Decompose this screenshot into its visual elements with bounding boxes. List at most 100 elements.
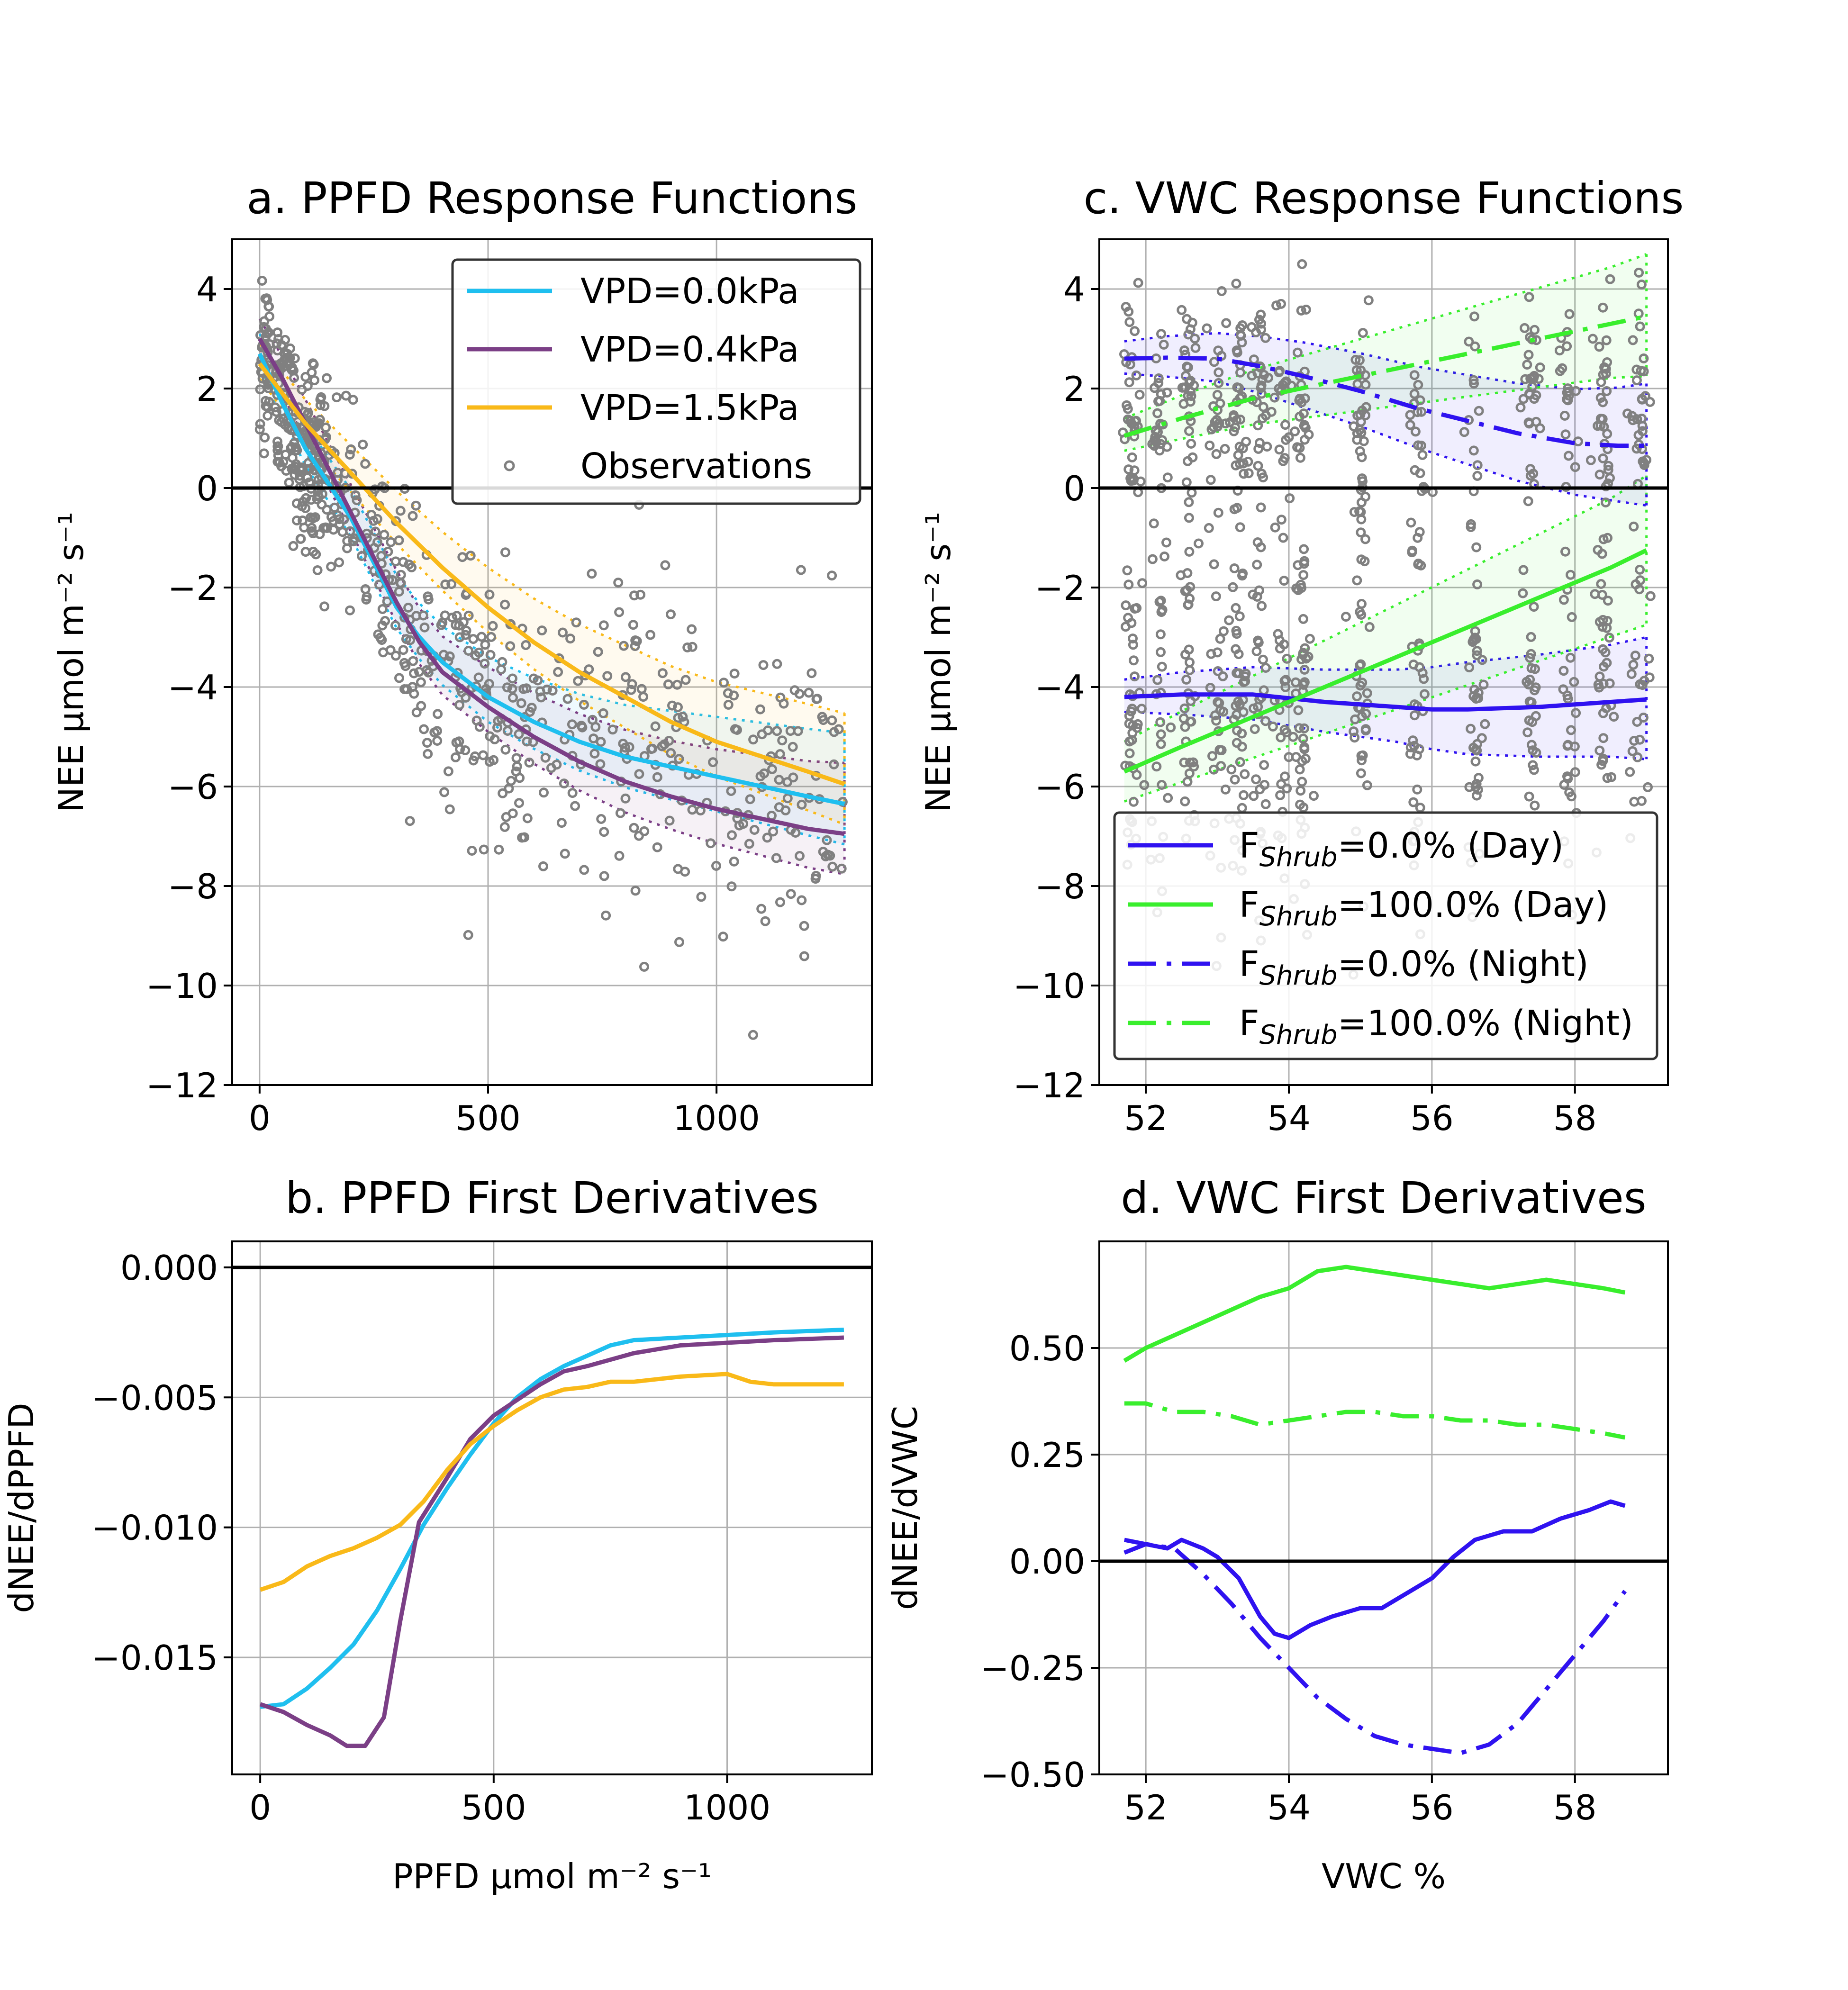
- y-tick-label: 0.000: [120, 1248, 218, 1288]
- observation-point: [468, 634, 479, 644]
- observation-point: [321, 422, 331, 433]
- observation-point: [1237, 803, 1247, 813]
- series-line-b-0: [260, 1328, 844, 1709]
- observation-point: [558, 627, 568, 638]
- observation-point: [259, 322, 269, 332]
- observation-point: [1188, 757, 1198, 768]
- observation-point: [1260, 333, 1271, 343]
- observation-point: [1405, 420, 1415, 430]
- observation-point: [484, 678, 494, 689]
- observation-point: [302, 472, 313, 483]
- series-line-d-1: [1124, 1401, 1626, 1440]
- observation-point: [1234, 442, 1245, 452]
- observation-point: [1296, 305, 1306, 316]
- observation-point: [451, 752, 461, 762]
- legend-swatch: [504, 460, 515, 471]
- observation-point: [1602, 658, 1612, 668]
- legend-prefix: F: [1239, 1003, 1259, 1044]
- observation-point: [468, 755, 479, 766]
- observation-point: [298, 516, 308, 525]
- observation-point: [1363, 295, 1374, 306]
- observation-point: [372, 514, 382, 524]
- observation-point: [829, 727, 839, 737]
- legend-subscript: Shrub: [1259, 960, 1338, 991]
- observation-point: [1299, 559, 1309, 569]
- observation-point: [711, 860, 721, 871]
- observation-point: [1563, 451, 1574, 461]
- observation-point: [1220, 443, 1230, 454]
- observation-point: [455, 744, 465, 754]
- observation-point: [263, 410, 273, 421]
- observation-point: [1528, 745, 1538, 756]
- band-upper-c-2: [1124, 332, 1647, 390]
- observation-point: [1524, 292, 1534, 302]
- observation-point: [505, 619, 516, 630]
- observation-point: [432, 736, 443, 746]
- y-tick-label: −10: [1013, 966, 1085, 1006]
- observation-point: [726, 786, 736, 796]
- observation-point: [386, 537, 396, 547]
- observation-point: [346, 444, 356, 454]
- observation-point: [1471, 790, 1482, 801]
- observation-point: [1468, 375, 1479, 385]
- observation-point: [319, 601, 330, 612]
- observation-point: [342, 536, 353, 546]
- observation-point: [1603, 461, 1613, 471]
- observation-point: [1414, 662, 1425, 672]
- observation-point: [1528, 469, 1539, 479]
- observation-point: [536, 692, 546, 703]
- observation-point: [1183, 599, 1194, 610]
- observation-point: [1627, 746, 1638, 756]
- y-tick-label: −4: [168, 668, 218, 707]
- observation-point: [1297, 777, 1307, 787]
- observation-point: [1157, 605, 1168, 615]
- observation-point: [1631, 375, 1642, 386]
- observation-point: [726, 881, 737, 892]
- band-lower-c-1: [1124, 624, 1647, 803]
- observation-point: [257, 276, 267, 286]
- observation-point: [634, 831, 644, 841]
- observation-point: [1132, 723, 1142, 733]
- observation-point: [1202, 323, 1212, 334]
- observation-point: [314, 418, 324, 428]
- legend-label: VPD=0.4kPa: [580, 329, 799, 370]
- observation-point: [1178, 398, 1189, 409]
- observation-point: [1184, 644, 1194, 655]
- observation-point: [378, 647, 389, 658]
- x-tick-label: 58: [1553, 1098, 1597, 1138]
- observation-point: [1270, 522, 1280, 533]
- observation-point: [1480, 719, 1490, 729]
- observation-point: [1256, 380, 1267, 391]
- observation-point: [502, 682, 512, 693]
- y-tick-label: −0.010: [92, 1508, 218, 1548]
- y-tick-label: −12: [1013, 1066, 1085, 1105]
- observation-point: [263, 383, 273, 393]
- observation-point: [379, 530, 390, 540]
- observation-point: [1151, 761, 1162, 772]
- observation-point: [1260, 716, 1271, 726]
- observation-point: [273, 334, 283, 344]
- observation-point: [1157, 661, 1167, 672]
- observation-point: [317, 499, 327, 510]
- observation-point: [1355, 607, 1365, 617]
- observation-point: [1139, 780, 1150, 790]
- observation-point: [1237, 570, 1247, 581]
- observation-point: [1147, 554, 1158, 564]
- observation-point: [498, 788, 508, 798]
- observation-point: [463, 930, 473, 940]
- observation-point: [1194, 538, 1204, 549]
- observation-point: [1280, 771, 1290, 782]
- series-line-a-0: [257, 353, 845, 806]
- observation-point: [1206, 649, 1216, 659]
- observation-point: [1149, 518, 1159, 529]
- observation-point: [806, 668, 817, 678]
- observation-point: [500, 744, 511, 755]
- observation-point: [1256, 318, 1266, 329]
- observation-point: [1124, 377, 1134, 388]
- observation-point: [334, 557, 344, 568]
- observation-point: [511, 753, 522, 763]
- legend-prefix: F: [1239, 885, 1259, 925]
- observation-point: [1280, 378, 1290, 388]
- observation-point: [1237, 320, 1248, 330]
- observation-point: [1205, 475, 1216, 485]
